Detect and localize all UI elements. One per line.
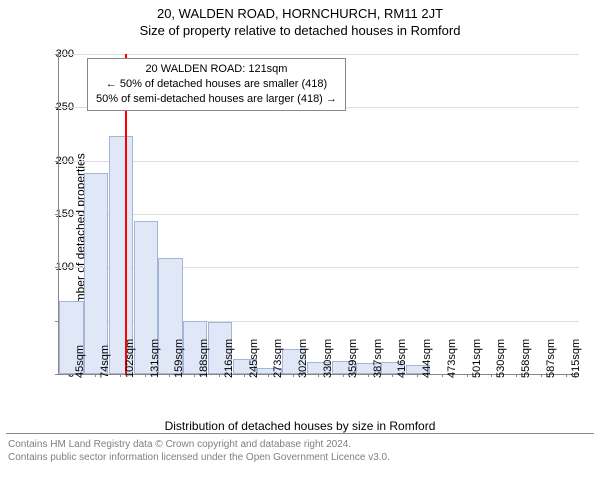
x-tick-mark (541, 374, 542, 377)
x-tick-label: 558sqm (520, 339, 532, 378)
x-tick-mark (343, 374, 344, 377)
annotation-line1: 20 WALDEN ROAD: 121sqm (96, 62, 337, 77)
x-tick-mark (417, 374, 418, 377)
x-tick-label: 216sqm (223, 339, 235, 378)
x-tick-mark (169, 374, 170, 377)
x-axis-label: Distribution of detached houses by size … (0, 419, 600, 433)
x-tick-label: 501sqm (471, 339, 483, 378)
x-tick-mark (70, 374, 71, 377)
x-tick-mark (566, 374, 567, 377)
x-tick-mark (293, 374, 294, 377)
x-tick-label: 330sqm (322, 339, 334, 378)
x-tick-label: 273sqm (272, 339, 284, 378)
x-tick-mark (145, 374, 146, 377)
x-tick-label: 444sqm (421, 339, 433, 378)
footer: Contains HM Land Registry data © Crown c… (6, 433, 594, 464)
x-tick-label: 159sqm (173, 339, 185, 378)
x-tick-mark (268, 374, 269, 377)
x-tick-label: 530sqm (495, 339, 507, 378)
x-tick-mark (318, 374, 319, 377)
x-tick-mark (244, 374, 245, 377)
x-tick-label: 416sqm (396, 339, 408, 378)
x-tick-label: 587sqm (545, 339, 557, 378)
page-title-line2: Size of property relative to detached ho… (0, 23, 600, 38)
histogram-bar (84, 173, 108, 374)
x-tick-label: 473sqm (446, 339, 458, 378)
annotation-line3: 50% of semi-detached houses are larger (… (96, 92, 337, 107)
x-tick-mark (392, 374, 393, 377)
plot-area: 20 WALDEN ROAD: 121sqm ← 50% of detached… (58, 54, 579, 375)
x-tick-mark (95, 374, 96, 377)
x-tick-label: 359sqm (347, 339, 359, 378)
annotation-box: 20 WALDEN ROAD: 121sqm ← 50% of detached… (87, 58, 346, 111)
x-tick-label: 45sqm (74, 345, 86, 378)
x-tick-label: 302sqm (297, 339, 309, 378)
footer-line2: Contains public sector information licen… (8, 451, 594, 464)
x-tick-label: 387sqm (372, 339, 384, 378)
x-tick-mark (467, 374, 468, 377)
chart-container: Number of detached properties 0501001502… (0, 38, 600, 433)
x-tick-label: 74sqm (99, 345, 111, 378)
x-tick-label: 245sqm (248, 339, 260, 378)
x-tick-mark (194, 374, 195, 377)
x-tick-mark (516, 374, 517, 377)
page-title-line1: 20, WALDEN ROAD, HORNCHURCH, RM11 2JT (0, 6, 600, 21)
x-tick-mark (491, 374, 492, 377)
x-tick-label: 188sqm (198, 339, 210, 378)
x-tick-label: 615sqm (570, 339, 582, 378)
x-tick-label: 102sqm (124, 339, 136, 378)
footer-line1: Contains HM Land Registry data © Crown c… (8, 438, 594, 451)
x-tick-mark (219, 374, 220, 377)
x-tick-label: 131sqm (149, 339, 161, 378)
annotation-line2: ← 50% of detached houses are smaller (41… (96, 77, 337, 92)
x-tick-mark (368, 374, 369, 377)
x-tick-mark (120, 374, 121, 377)
x-tick-mark (442, 374, 443, 377)
